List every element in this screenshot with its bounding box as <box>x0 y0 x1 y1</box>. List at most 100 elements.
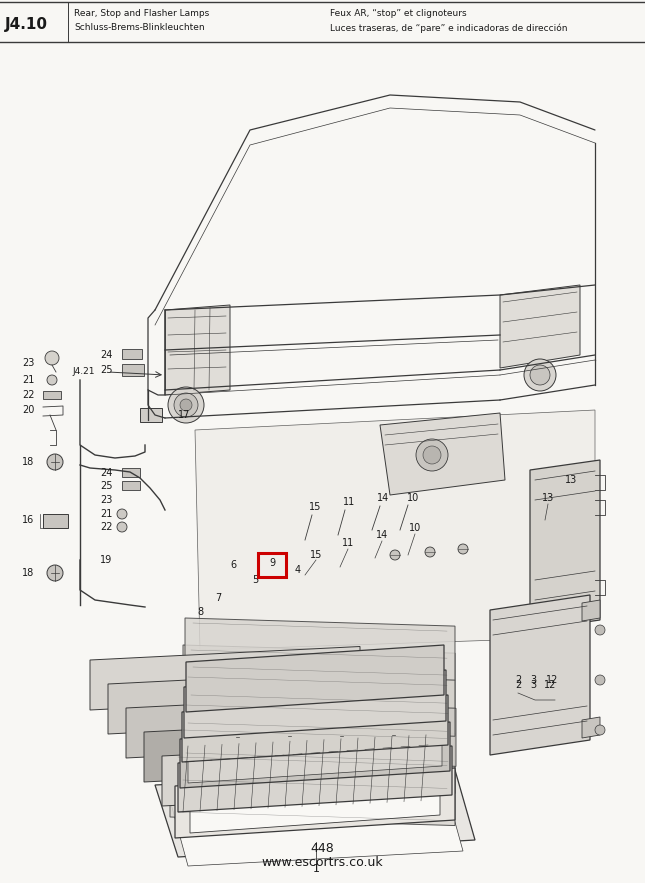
Polygon shape <box>182 695 448 762</box>
Text: 12: 12 <box>544 680 556 690</box>
Text: 24: 24 <box>100 468 112 478</box>
Text: J4.10: J4.10 <box>5 17 48 32</box>
Circle shape <box>47 375 57 385</box>
Text: 20: 20 <box>22 405 34 415</box>
Circle shape <box>45 351 59 365</box>
Polygon shape <box>186 645 444 712</box>
Text: Schluss-Brems-Blinkleuchten: Schluss-Brems-Blinkleuchten <box>74 24 204 33</box>
Text: 8: 8 <box>197 607 203 617</box>
Bar <box>122 481 140 490</box>
Polygon shape <box>144 719 414 782</box>
Text: 2: 2 <box>515 675 521 685</box>
Polygon shape <box>178 700 456 766</box>
Polygon shape <box>162 743 432 806</box>
Circle shape <box>423 446 441 464</box>
Text: 24: 24 <box>100 350 112 360</box>
Circle shape <box>117 509 127 519</box>
Text: 448: 448 <box>310 841 334 855</box>
Polygon shape <box>178 746 452 812</box>
Polygon shape <box>195 410 595 650</box>
Circle shape <box>180 399 192 411</box>
Text: 15: 15 <box>310 550 322 560</box>
Polygon shape <box>582 600 600 621</box>
Circle shape <box>425 547 435 557</box>
Polygon shape <box>126 695 396 758</box>
Polygon shape <box>155 770 475 857</box>
Text: 25: 25 <box>100 365 112 375</box>
Text: 21: 21 <box>100 509 112 519</box>
Polygon shape <box>180 672 455 736</box>
Circle shape <box>524 359 556 391</box>
Text: 23: 23 <box>100 495 112 505</box>
Text: 11: 11 <box>342 538 354 548</box>
Text: 19: 19 <box>100 555 112 565</box>
Text: 21: 21 <box>22 375 34 385</box>
Text: J4.21: J4.21 <box>72 367 95 376</box>
Text: 2: 2 <box>515 680 521 690</box>
Text: Luces traseras, de “pare” e indicadoras de dirección: Luces traseras, de “pare” e indicadoras … <box>330 23 568 33</box>
Polygon shape <box>180 766 450 830</box>
Polygon shape <box>490 595 590 755</box>
Text: 22: 22 <box>22 390 34 400</box>
Text: 11: 11 <box>343 497 355 507</box>
Text: 13: 13 <box>565 475 577 485</box>
Text: 3: 3 <box>530 675 536 685</box>
Polygon shape <box>175 725 455 794</box>
Text: 14: 14 <box>377 493 389 503</box>
Polygon shape <box>170 752 455 826</box>
Text: 10: 10 <box>407 493 419 503</box>
Circle shape <box>520 705 530 715</box>
Polygon shape <box>190 773 440 833</box>
Polygon shape <box>530 460 600 630</box>
Circle shape <box>458 544 468 554</box>
Polygon shape <box>380 413 505 495</box>
Text: 15: 15 <box>309 502 321 512</box>
Circle shape <box>168 387 204 423</box>
Text: 7: 7 <box>215 593 221 603</box>
Text: 17: 17 <box>178 410 190 420</box>
Circle shape <box>595 675 605 685</box>
Text: 14: 14 <box>376 530 388 540</box>
Text: 6: 6 <box>230 560 236 570</box>
Bar <box>122 349 142 359</box>
Circle shape <box>595 625 605 635</box>
Polygon shape <box>188 727 442 783</box>
Circle shape <box>535 707 545 717</box>
Text: 18: 18 <box>22 568 34 578</box>
Text: 1: 1 <box>312 864 319 874</box>
Text: Feux AR, “stop” et clignoteurs: Feux AR, “stop” et clignoteurs <box>330 10 466 19</box>
Polygon shape <box>582 717 600 738</box>
Polygon shape <box>180 722 450 788</box>
Text: 16: 16 <box>22 515 34 525</box>
Circle shape <box>117 522 127 532</box>
Polygon shape <box>170 786 463 866</box>
Polygon shape <box>90 646 360 710</box>
Text: 18: 18 <box>22 457 34 467</box>
Bar <box>122 364 144 376</box>
Text: 4: 4 <box>295 565 301 575</box>
Circle shape <box>47 565 63 581</box>
Bar <box>258 553 286 577</box>
Polygon shape <box>185 618 455 680</box>
Circle shape <box>174 393 198 417</box>
Polygon shape <box>108 670 378 734</box>
Polygon shape <box>183 645 455 708</box>
Circle shape <box>47 454 63 470</box>
Bar <box>140 408 162 422</box>
Text: 10: 10 <box>409 523 421 533</box>
Text: 13: 13 <box>542 493 554 503</box>
Polygon shape <box>175 768 455 838</box>
Circle shape <box>595 725 605 735</box>
Text: 25: 25 <box>100 481 112 491</box>
Circle shape <box>530 365 550 385</box>
Text: Rear, Stop and Flasher Lamps: Rear, Stop and Flasher Lamps <box>74 10 209 19</box>
Bar <box>122 468 140 477</box>
Text: www.escortrs.co.uk: www.escortrs.co.uk <box>261 856 383 869</box>
Polygon shape <box>500 285 580 368</box>
Text: 12: 12 <box>546 675 558 685</box>
Text: 22: 22 <box>100 522 112 532</box>
Text: 9: 9 <box>269 558 275 568</box>
Circle shape <box>390 550 400 560</box>
Text: 23: 23 <box>22 358 34 368</box>
Bar <box>43 391 61 399</box>
